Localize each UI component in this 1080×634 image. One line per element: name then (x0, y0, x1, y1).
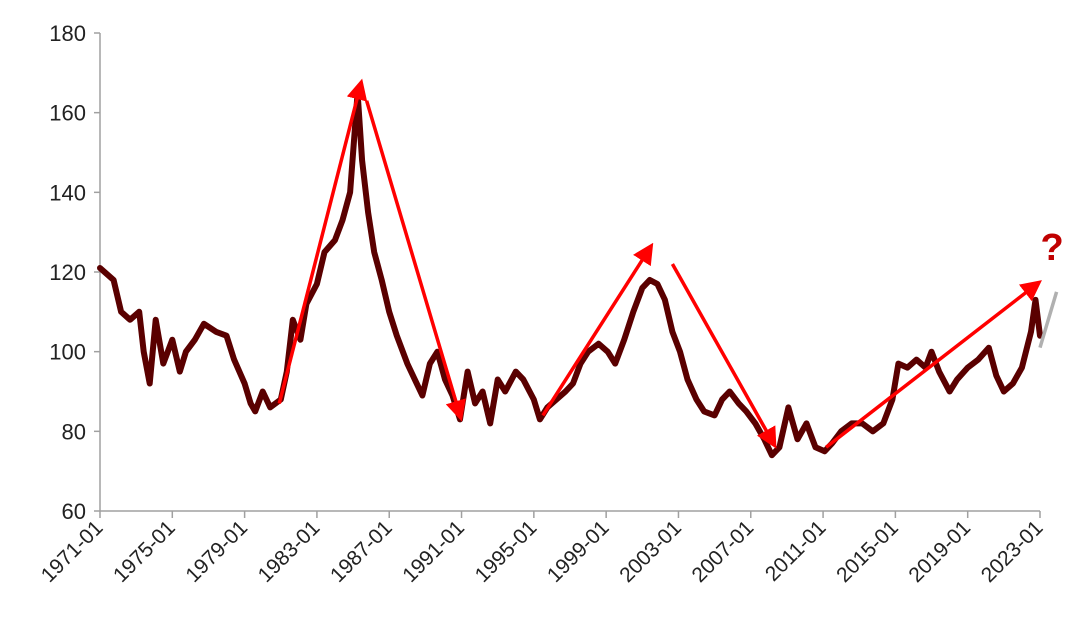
x-tick-label: 1979-01 (181, 516, 252, 587)
x-tick-label: 2015-01 (832, 516, 903, 587)
x-tick-label: 1983-01 (254, 516, 325, 587)
x-tick-label: 1991-01 (398, 516, 469, 587)
y-tick-label: 80 (62, 419, 86, 444)
x-tick-label: 2011-01 (761, 516, 831, 586)
x-tick-label: 1995-01 (471, 516, 542, 587)
series-layer (97, 89, 1043, 459)
trend-arrow (364, 100, 466, 422)
trend-arrow (670, 263, 777, 449)
x-tick-label: 2007-01 (688, 516, 759, 587)
question-mark-annotation: ? (1040, 227, 1063, 269)
x-tick-label: 1971-01 (37, 516, 108, 587)
x-tick-label: 2023-01 (977, 516, 1048, 587)
x-tick-label: 2003-01 (615, 516, 686, 587)
axes: 60 80 100 120 140 160 180 1971-01 1975-01 1979-01… (37, 21, 1048, 587)
trend-arrow (277, 78, 368, 404)
y-tick-label: 140 (49, 180, 86, 205)
y-tick-label: 180 (49, 21, 86, 46)
x-tick-label: 1987-01 (326, 516, 397, 587)
y-tick-label: 120 (49, 260, 86, 285)
annotation-layer: ? (277, 78, 1064, 449)
y-tick-label: 160 (49, 101, 86, 126)
x-tick-label: 1975-01 (109, 516, 180, 587)
trend-arrow (541, 242, 654, 417)
series-line (97, 89, 1043, 459)
trend-arrow (825, 280, 1042, 449)
extension-line (1038, 291, 1059, 349)
x-tick-label: 1999-01 (543, 516, 614, 587)
y-tick-label: 60 (62, 499, 86, 524)
y-tick-label: 100 (49, 340, 86, 365)
x-tick-label: 2019-01 (904, 516, 975, 587)
